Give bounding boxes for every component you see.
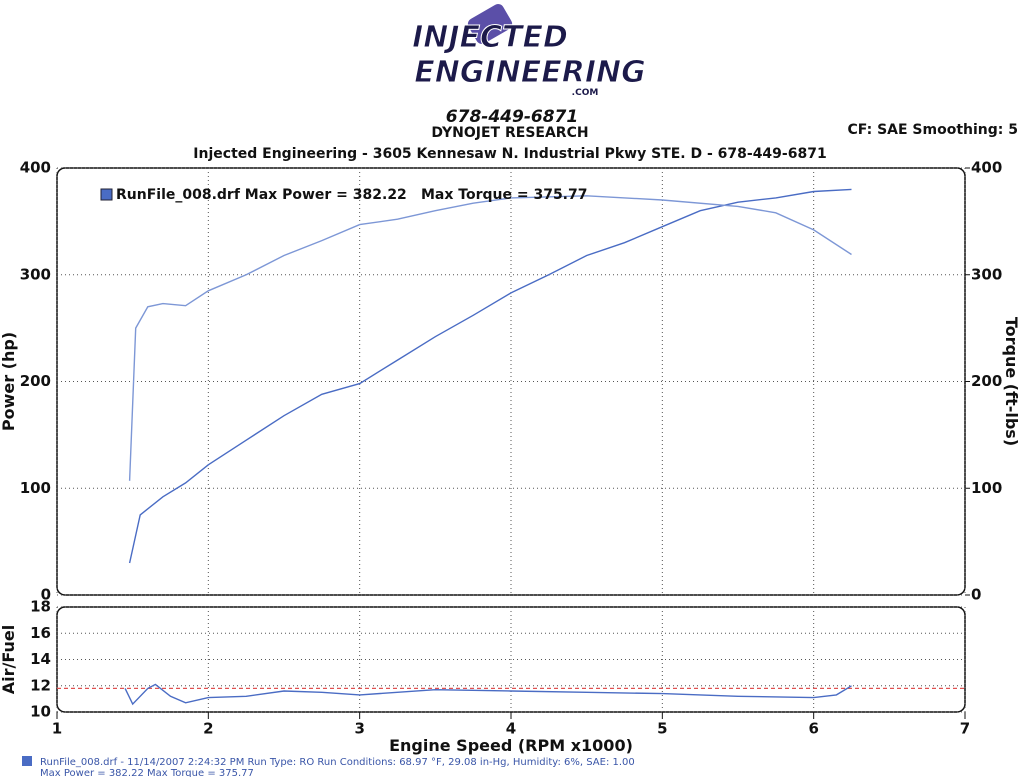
y-axis-title: Power (hp)	[0, 332, 18, 431]
y-tick-label: 300	[20, 265, 51, 283]
footer-line: RunFile_008.drf - 11/14/2007 2:24:32 PM …	[40, 757, 635, 768]
logo-injector	[467, 4, 513, 44]
y2-axis-title: Torque (ft-lbs)	[1002, 317, 1021, 446]
data-line	[124, 683, 852, 706]
y-axis-title: Air/Fuel	[0, 625, 18, 694]
x-tick-label: 6	[808, 720, 818, 738]
y-tick-label: 100	[20, 479, 51, 497]
legend-label: RunFile_008.drf Max Power = 382.22	[116, 187, 407, 203]
y-tick-label: 18	[30, 598, 51, 616]
y2-tick-label: 100	[971, 479, 1002, 497]
logo-text: INJECTED	[412, 20, 568, 55]
y-tick-label: 200	[20, 372, 51, 390]
data-line	[128, 195, 852, 481]
x-tick-label: 3	[354, 720, 364, 738]
company: DYNOJET RESEARCH	[431, 125, 588, 141]
footer-swatch	[22, 756, 32, 766]
legend-label: Max Torque = 375.77	[421, 187, 587, 203]
data-line	[128, 188, 852, 564]
y-tick-label: 16	[30, 624, 51, 642]
x-tick-label: 5	[657, 720, 667, 738]
settings: CF: SAE Smoothing: 5	[848, 122, 1018, 138]
x-tick-label: 7	[960, 720, 970, 738]
x-tick-label: 1	[52, 720, 62, 738]
y-tick-label: 14	[30, 650, 51, 668]
y2-tick-label: 300	[971, 265, 1002, 283]
logo-suffix: .COM	[572, 88, 599, 98]
y-tick-label: 400	[20, 159, 51, 177]
y-tick-label: 10	[30, 703, 51, 721]
y2-tick-label: 200	[971, 372, 1002, 390]
phone: 678-449-6871	[446, 107, 578, 127]
y2-tick-label: 400	[971, 159, 1002, 177]
logo-text: ENGINEERING	[414, 55, 645, 90]
x-tick-label: 2	[203, 720, 213, 738]
y-tick-label: 12	[30, 676, 51, 694]
logo: INJECTED ENGINEERING .COM	[412, 4, 646, 98]
x-tick-label: 4	[506, 720, 516, 738]
y-tick-label: 0	[41, 586, 51, 604]
legend-swatch	[100, 188, 113, 201]
y2-tick-label: 0	[971, 586, 981, 604]
address: Injected Engineering - 3605 Kennesaw N. …	[193, 146, 826, 162]
x-axis-title: Engine Speed (RPM x1000)	[389, 736, 633, 755]
footer-line: Max Power = 382.22 Max Torque = 375.77	[40, 768, 254, 777]
